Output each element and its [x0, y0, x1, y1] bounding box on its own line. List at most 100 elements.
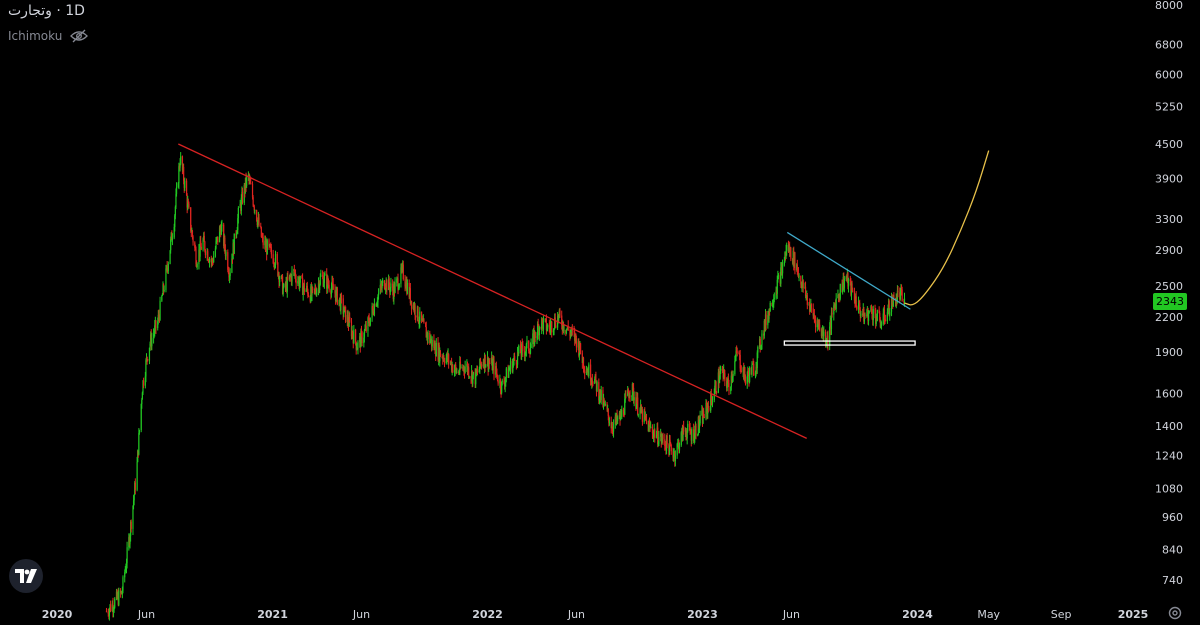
gear-icon[interactable]: [1167, 605, 1183, 621]
candle-body: [571, 328, 573, 331]
candle-body: [736, 350, 738, 352]
chart-header[interactable]: وتجارت · 1D: [8, 3, 85, 19]
candle-body: [794, 252, 796, 271]
eye-off-icon[interactable]: [70, 29, 89, 43]
candle-body: [485, 364, 487, 368]
candle-body: [458, 372, 460, 374]
candle-body: [578, 341, 580, 356]
candle-body: [767, 315, 769, 326]
candle-body: [136, 462, 138, 490]
candle-body: [508, 369, 510, 371]
candle-body: [578, 352, 580, 356]
candle-body: [237, 218, 239, 230]
candle-body: [204, 250, 207, 256]
candle-body: [361, 332, 363, 344]
candle-body: [855, 296, 857, 307]
candle-body: [418, 321, 420, 324]
candle-body: [190, 207, 192, 231]
candle-body: [256, 210, 258, 221]
candle-body: [109, 604, 112, 612]
candle-body: [237, 207, 239, 219]
candle-body: [718, 378, 721, 383]
candle-body: [170, 239, 172, 251]
resistance-trendline[interactable]: [178, 143, 808, 439]
candle-body: [785, 250, 787, 257]
candle-body: [633, 397, 635, 401]
candle-body: [158, 314, 160, 317]
candle-body: [835, 298, 837, 309]
candle-body: [231, 258, 233, 273]
candle-body: [253, 206, 255, 211]
candle-body: [849, 279, 851, 281]
candle-body: [499, 379, 502, 390]
candle-body: [132, 500, 135, 506]
candle-body: [773, 297, 775, 299]
candle-body: [732, 373, 734, 377]
y-tick-label: 3900: [1155, 173, 1183, 186]
candle-body: [768, 308, 770, 320]
candle-body: [748, 367, 751, 382]
candle-body: [541, 318, 543, 322]
candle-body: [233, 233, 235, 254]
candle-body: [138, 433, 140, 455]
candle-body: [519, 345, 522, 354]
candle-body: [739, 354, 741, 369]
candle-body: [227, 269, 229, 273]
candle-body: [686, 431, 688, 439]
candle-body: [389, 287, 391, 293]
candle-body: [545, 318, 548, 331]
candle-body: [274, 265, 276, 267]
tradingview-logo-icon[interactable]: [9, 559, 43, 593]
candle-body: [145, 360, 147, 377]
candle-body: [286, 276, 288, 292]
candle-body: [253, 205, 255, 207]
indicator-legend[interactable]: Ichimoku: [8, 29, 89, 43]
candle-body: [211, 260, 213, 263]
candle-body: [240, 197, 242, 211]
candle-body: [649, 423, 651, 428]
candle-body: [409, 288, 411, 303]
candle-body: [208, 258, 211, 263]
candle-body: [600, 390, 602, 401]
candle-body: [323, 275, 325, 283]
candle-body: [521, 343, 523, 345]
candle-body: [603, 399, 605, 402]
candle-body: [401, 265, 403, 271]
candle-body: [731, 376, 734, 381]
candle-body: [303, 283, 305, 292]
candle-body: [676, 444, 678, 456]
candle-body: [505, 368, 507, 378]
candle-body: [759, 338, 761, 349]
candle-body: [714, 385, 716, 394]
candle-body: [899, 289, 901, 300]
candle-body: [254, 210, 256, 212]
candle-body: [280, 275, 282, 279]
candle-body: [169, 250, 171, 264]
candle-body: [608, 422, 611, 424]
candle-body: [575, 334, 577, 339]
candle-body: [546, 328, 548, 331]
candle-body: [157, 314, 159, 322]
projection-curve[interactable]: [904, 150, 990, 306]
candle-body: [643, 410, 645, 422]
candle-body: [871, 311, 873, 319]
candle-body: [660, 433, 662, 442]
candle-body: [721, 368, 724, 370]
candle-body: [639, 409, 641, 415]
candle-body: [449, 362, 452, 364]
support-zone-box[interactable]: [783, 340, 916, 346]
candle-body: [755, 366, 757, 373]
candle-body: [228, 272, 230, 278]
candle-body: [592, 382, 594, 384]
candle-body: [371, 306, 373, 318]
candle-body: [171, 237, 174, 240]
candle-body: [335, 290, 337, 302]
candle-body: [839, 283, 841, 299]
x-tick-label: Sep: [1051, 608, 1072, 621]
recent-trendline[interactable]: [786, 231, 911, 310]
candle-body: [207, 251, 209, 261]
candle-body: [797, 272, 800, 277]
candle-body: [185, 180, 188, 196]
candle-body: [831, 312, 833, 315]
